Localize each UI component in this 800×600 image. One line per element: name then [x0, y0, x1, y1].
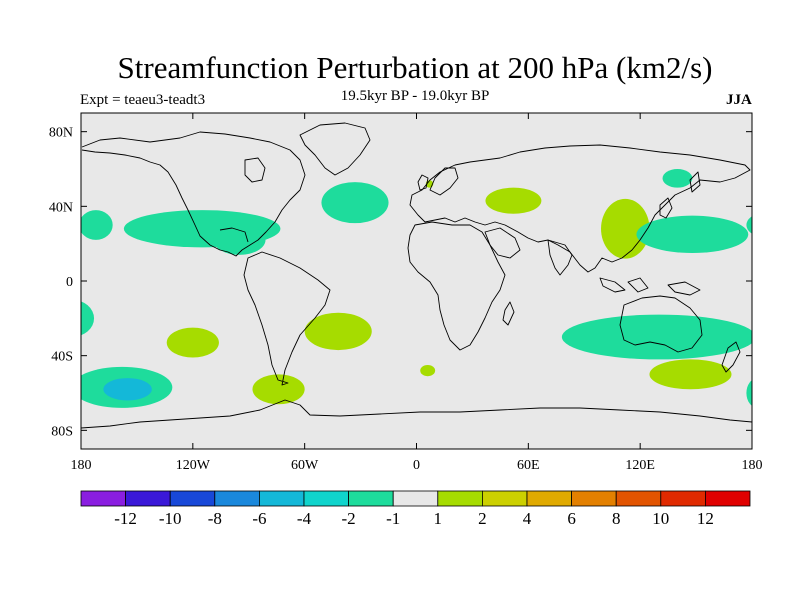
- coast-australia: [619, 295, 703, 353]
- colorbar-label-3: -6: [252, 509, 266, 528]
- colorbar-label-6: -1: [386, 509, 400, 528]
- field-region-15: [625, 333, 648, 349]
- y-tick-label-3: 40S: [51, 350, 73, 365]
- colorbar-label-0: -12: [114, 509, 137, 528]
- coast-indonesia-2: [627, 277, 649, 293]
- colorbar-label-10: 6: [567, 509, 576, 528]
- season-label: JJA: [726, 92, 752, 108]
- colorbar-label-13: 12: [697, 509, 714, 528]
- coast-indonesia-1: [599, 277, 626, 293]
- colorbar-label-5: -2: [342, 509, 356, 528]
- x-tick-label-4: 60E: [517, 458, 540, 473]
- colorbar-box-2: [169, 490, 216, 507]
- colorbar-label-1: -10: [159, 509, 182, 528]
- coast-greenland: [299, 122, 371, 176]
- y-tick-label-4: 80S: [51, 424, 73, 439]
- field-regions: [81, 169, 752, 408]
- field-region-5: [485, 187, 542, 214]
- colorbar-box-14: [705, 490, 751, 507]
- x-tick-label-1: 120W: [176, 458, 211, 473]
- colorbar-label-2: -8: [208, 509, 222, 528]
- chart-title: Streamfunction Perturbation at 200 hPa (…: [117, 50, 713, 85]
- coast-gulf-mexico: [219, 227, 249, 243]
- x-tick-label-6: 180: [742, 458, 763, 473]
- colorbar-box-3: [214, 490, 260, 507]
- field-region-10: [81, 301, 95, 336]
- colorbar-label-4: -4: [297, 509, 312, 528]
- field-region-0: [81, 210, 113, 240]
- colorbar-box-4: [258, 490, 305, 507]
- coast-north-america: [81, 131, 306, 257]
- field-region-20: [252, 374, 305, 405]
- colorbar-box-10: [526, 490, 572, 507]
- colorbar-label-11: 8: [612, 509, 621, 528]
- colorbar-box-7: [392, 490, 439, 507]
- coast-south-america: [243, 251, 331, 386]
- coast-arabia: [484, 227, 521, 259]
- field-region-2: [213, 225, 266, 255]
- period-label: 19.5kyr BP - 19.0kyr BP: [340, 88, 490, 104]
- coastlines: [81, 122, 752, 429]
- y-tick-label-0: 80N: [49, 126, 73, 141]
- coast-africa: [407, 221, 506, 351]
- coast-scandinavia: [429, 167, 459, 196]
- coast-kamchatka: [689, 171, 701, 193]
- x-axis-ticks: 180 120W 60W 0 60E 120E 180: [71, 113, 763, 473]
- colorbar-box-1: [125, 490, 171, 507]
- field-region-12: [304, 312, 372, 351]
- colorbar-box-12: [615, 490, 662, 507]
- field-region-19: [103, 378, 152, 401]
- x-tick-label-3: 0: [413, 458, 420, 473]
- x-tick-label-2: 60W: [291, 458, 319, 473]
- colorbar-label-9: 4: [523, 509, 532, 528]
- colorbar-box-9: [481, 490, 528, 507]
- y-axis-ticks: 80N 40N 0 40S 80S: [49, 126, 752, 439]
- y-tick-label-2: 0: [66, 275, 73, 290]
- coast-uk: [417, 174, 429, 191]
- coast-india: [547, 239, 573, 276]
- field-region-9: [746, 216, 752, 234]
- coast-new-zealand: [721, 341, 741, 373]
- colorbar-label-8: 2: [478, 509, 487, 528]
- colorbar-box-8: [437, 490, 483, 507]
- colorbar-box-6: [348, 490, 394, 507]
- x-tick-label-0: 180: [71, 458, 92, 473]
- coast-antarctica: [81, 399, 752, 429]
- field-region-6: [662, 169, 693, 188]
- field-region-11: [166, 327, 219, 358]
- colorbar-box-5: [303, 490, 349, 507]
- colorbar-box-0: [80, 490, 126, 507]
- colorbar-box-11: [571, 490, 617, 507]
- field-region-8: [636, 215, 749, 253]
- colorbar-box-13: [660, 490, 706, 507]
- map-background: [81, 113, 752, 449]
- y-tick-label-1: 40N: [49, 200, 73, 215]
- coast-madagascar: [502, 301, 515, 326]
- x-tick-label-5: 120E: [625, 458, 655, 473]
- colorbar: -12 -10 -8 -6 -4 -2 -1 1 2 4 6 8 10 12: [80, 490, 751, 528]
- colorbar-label-12: 10: [652, 509, 669, 528]
- field-region-3: [321, 182, 389, 224]
- coast-hudson-bay: [244, 157, 266, 183]
- field-region-13: [420, 365, 436, 377]
- field-region-14: [561, 314, 752, 360]
- experiment-label: Expt = teaeu3-teadt3: [80, 92, 206, 108]
- colorbar-label-7: 1: [434, 509, 443, 528]
- field-region-17: [746, 380, 752, 406]
- coast-japan: [659, 197, 673, 219]
- coast-new-guinea: [667, 281, 701, 296]
- field-region-16: [649, 359, 732, 390]
